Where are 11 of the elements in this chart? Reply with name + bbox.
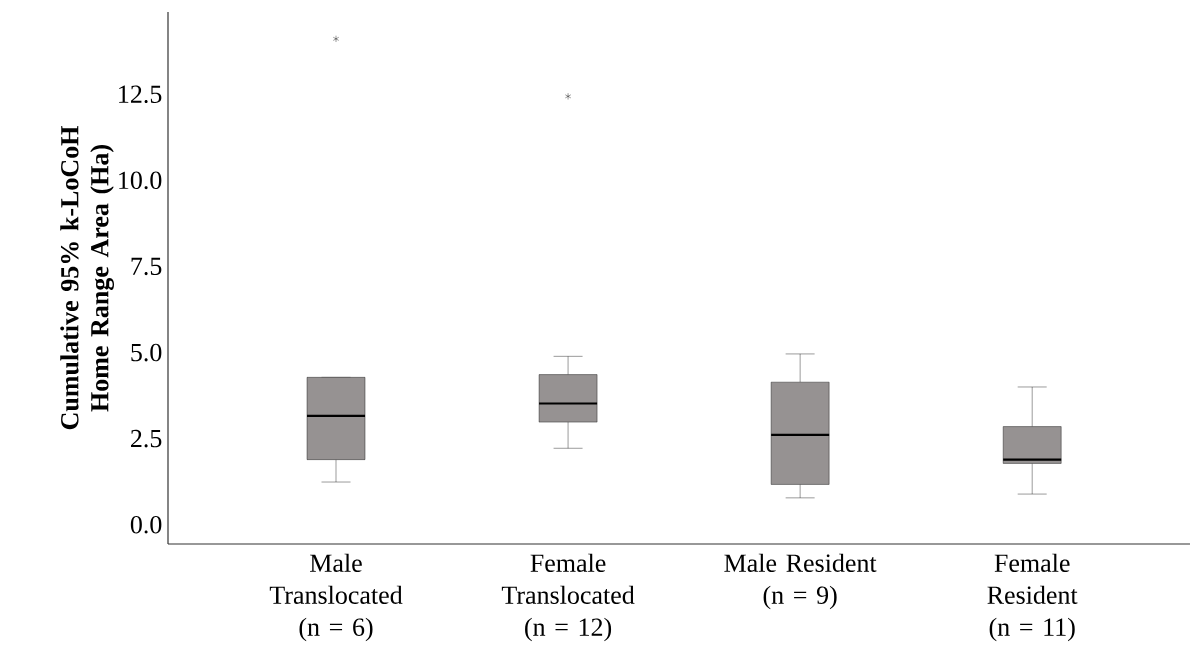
x-tick-label: Female Resident (n = 11) <box>987 553 1078 642</box>
y-tick-label: 2.5 <box>131 429 162 448</box>
y-tick-label: 0.0 <box>130 515 162 534</box>
y-tick-label: 12.5 <box>119 85 162 104</box>
x-tick-label: Female Translocated (n = 12) <box>501 553 635 642</box>
y-tick-label: 7.5 <box>131 257 162 276</box>
x-tick-label: Male Translocated (n = 6) <box>269 553 403 642</box>
y-axis-title: Cumulative 95% k-LoCoH Home Range Area (Ha) <box>60 126 115 430</box>
y-tick-label: 5.0 <box>131 343 162 362</box>
x-tick-label: Male Resident (n = 9) <box>724 553 877 610</box>
y-tick-label: 10.0 <box>119 171 162 190</box>
